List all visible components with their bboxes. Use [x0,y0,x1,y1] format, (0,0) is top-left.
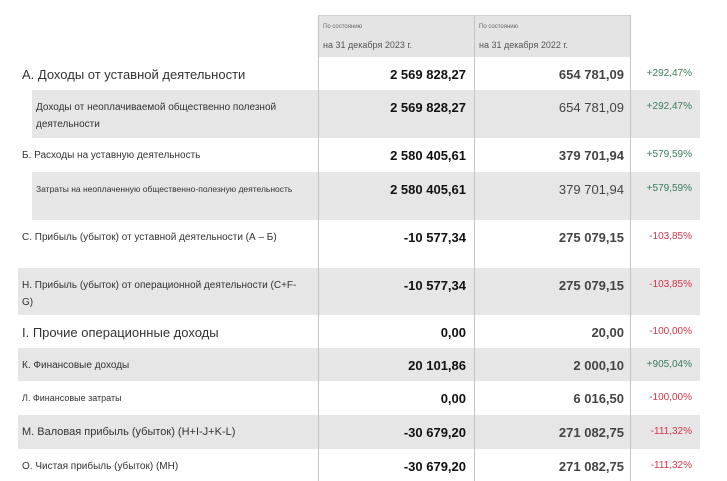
row-label: Б. Расходы на уставную деятельность [22,150,201,161]
value-2023: 2 569 828,27 [390,67,466,82]
table-row: I. Прочие операционные доходы 0,00 20,00 -1… [18,315,700,348]
value-2023: 2 580 405,61 [390,182,466,197]
change-percent: -100,00% [649,326,692,337]
row-label: Затраты на неоплаченную общественно-поле… [36,184,293,194]
value-2022: 6 016,50 [573,391,624,406]
header-caption: По состоянию [479,24,519,30]
change-percent: +579,59% [646,149,692,160]
change-percent: -100,00% [649,392,692,403]
row-label: М. Валовая прибыль (убыток) (H+I-J+K-L) [22,426,236,438]
header-date: на 31 декабря 2023 г. [323,40,413,50]
value-2023: 2 569 828,27 [390,100,466,115]
change-percent: -103,85% [649,231,692,242]
value-2023: 2 580 405,61 [390,148,466,163]
row-label: К. Финансовые доходы [22,360,130,371]
column-divider [630,15,631,481]
table-row: К. Финансовые доходы 20 101,86 2 000,10 +90… [18,348,700,381]
value-2023: -30 679,20 [403,459,466,474]
table-row: Н. Прибыль (убыток) от операционной деят… [18,268,700,315]
row-label: I. Прочие операционные доходы [22,325,219,340]
row-label: А. Доходы от уставной деятельности [22,67,246,82]
value-2023: 0,00 [440,325,466,340]
change-percent: +292,47% [646,101,692,112]
table-row: Затраты на неоплаченную общественно-поле… [32,172,700,220]
value-2023: -10 577,34 [403,230,466,245]
value-2022: 275 079,15 [558,230,624,245]
change-percent: +579,59% [646,183,692,194]
table-row: Л. Финансовые затраты 0,00 6 016,50 -100,00… [18,381,700,415]
row-label: Н. Прибыль (убыток) от операционной деят… [22,280,297,308]
change-percent: +905,04% [646,359,692,370]
column-header-2023: По состоянию на 31 декабря 2023 г. [318,15,474,57]
change-percent: +292,47% [646,68,692,79]
value-2023: -30 679,20 [403,425,466,440]
value-2022: 379 701,94 [558,148,624,163]
table-row: М. Валовая прибыль (убыток) (H+I-J+K-L) -… [18,415,700,449]
change-percent: -103,85% [649,279,692,290]
value-2022: 271 082,75 [558,459,624,474]
value-2022: 654 781,09 [558,67,624,82]
header-date: на 31 декабря 2022 г. [479,40,569,50]
table-row: Б. Расходы на уставную деятельность 2 580… [18,138,700,172]
table-row: О. Чистая прибыль (убыток) (МН) -30 679,2… [18,449,700,481]
value-2022: 20,00 [591,325,624,340]
column-divider [318,15,319,481]
row-label: Доходы от неоплачиваемой общественно пол… [36,102,277,130]
column-header-2022: По состоянию на 31 декабря 2022 г. [474,15,630,57]
value-2022: 379 701,94 [558,182,624,197]
value-2022: 654 781,09 [558,100,624,115]
change-percent: -111,32% [650,426,692,437]
change-percent: -111,32% [650,460,692,471]
table-row: Доходы от неоплачиваемой общественно пол… [32,90,700,138]
value-2022: 275 079,15 [558,278,624,293]
value-2023: 20 101,86 [408,358,466,373]
row-label: О. Чистая прибыль (убыток) (МН) [22,461,179,472]
column-divider [474,15,475,481]
header-caption: По состоянию [323,24,363,30]
value-2023: 0,00 [440,391,466,406]
value-2022: 271 082,75 [558,425,624,440]
row-label: Л. Финансовые затраты [22,393,122,403]
value-2023: -10 577,34 [403,278,466,293]
table-row: С. Прибыль (убыток) от уставной деятельн… [18,220,700,268]
value-2022: 2 000,10 [573,358,624,373]
row-label: С. Прибыль (убыток) от уставной деятельн… [22,232,277,243]
table-row: А. Доходы от уставной деятельности 2 569 … [18,57,700,90]
